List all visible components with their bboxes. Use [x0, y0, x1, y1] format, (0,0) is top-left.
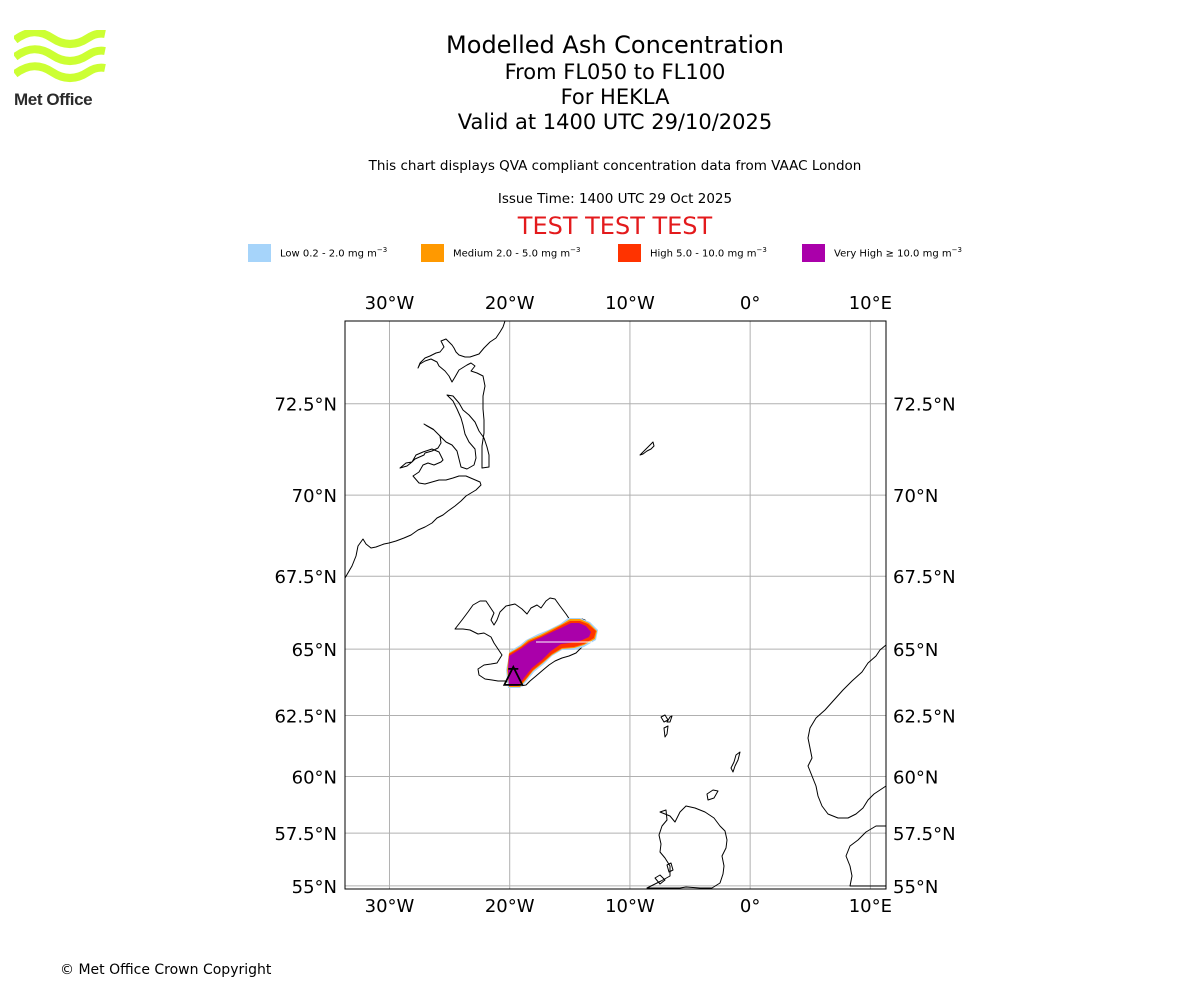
lat-tick-label-right: 70°N — [893, 486, 938, 507]
lat-tick-label-right: 65°N — [893, 640, 938, 661]
lon-tick-label-top: 20°W — [485, 293, 535, 314]
ash-map: 30°W 30°W 20°W 20°W 10°W 10°W 0° 0° 10°E 10°E 72.5… — [0, 0, 1200, 1000]
lat-tick-label-left: 70°N — [292, 486, 337, 507]
coast-denmark — [846, 826, 886, 886]
lat-tick-label-right: 57.5°N — [893, 824, 956, 845]
lat-tick-label-left: 72.5°N — [274, 395, 337, 416]
lat-tick-label-right: 67.5°N — [893, 567, 956, 588]
coastlines — [345, 321, 886, 888]
lon-tick-label-top: 10°W — [605, 293, 655, 314]
lon-tick-label-bottom: 0° — [740, 896, 760, 917]
lat-tick-label-left: 60°N — [292, 768, 337, 789]
coast-norway — [808, 645, 886, 818]
graticule — [345, 321, 886, 889]
map-frame — [345, 321, 886, 889]
lat-tick-label-left: 67.5°N — [274, 567, 337, 588]
coast-faroes — [661, 715, 672, 737]
axis-tick-labels: 30°W 30°W 20°W 20°W 10°W 10°W 0° 0° 10°E 10°E 72.5… — [274, 293, 955, 917]
lon-tick-label-top: 30°W — [365, 293, 415, 314]
lat-tick-label-left: 62.5°N — [274, 706, 337, 727]
lon-tick-label-bottom: 10°W — [605, 896, 655, 917]
coast-orkney — [707, 790, 718, 800]
copyright: © Met Office Crown Copyright — [60, 962, 271, 978]
lat-tick-label-left: 57.5°N — [274, 824, 337, 845]
lon-tick-label-bottom: 20°W — [485, 896, 535, 917]
ash-cloud — [506, 618, 598, 688]
lon-tick-label-bottom: 30°W — [365, 896, 415, 917]
lon-tick-label-top: 10°E — [849, 293, 892, 314]
lon-tick-label-bottom: 10°E — [849, 896, 892, 917]
lat-tick-label-right: 55°N — [893, 877, 938, 898]
coast-jan-mayen — [640, 442, 654, 455]
lat-tick-label-left: 65°N — [292, 640, 337, 661]
lat-tick-label-right: 72.5°N — [893, 395, 956, 416]
ash-chart-page: Met Office Modelled Ash Concentration Fr… — [0, 0, 1200, 1000]
lat-tick-label-left: 55°N — [292, 877, 337, 898]
lon-tick-label-top: 0° — [740, 293, 760, 314]
lat-tick-label-right: 60°N — [893, 768, 938, 789]
coast-greenland — [345, 321, 505, 578]
lat-tick-label-right: 62.5°N — [893, 706, 956, 727]
coast-shetland — [731, 752, 740, 772]
